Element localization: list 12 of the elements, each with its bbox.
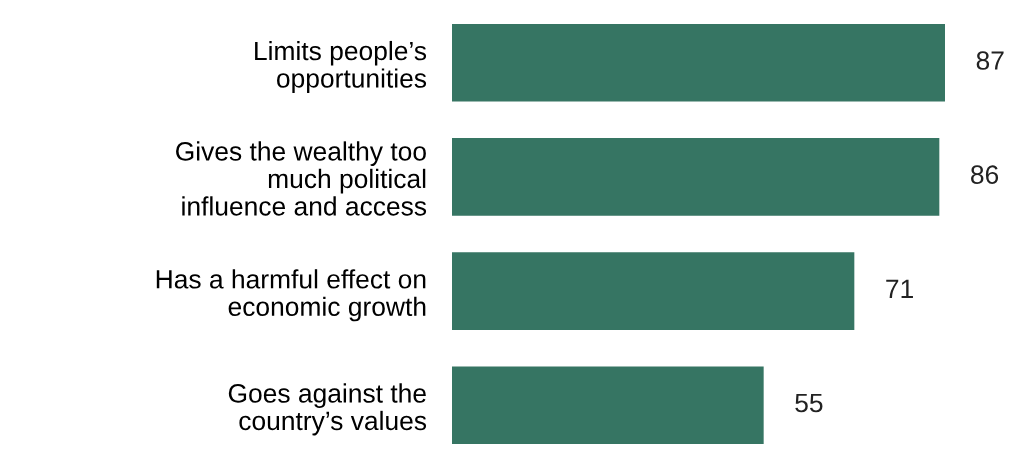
data-label: 86 <box>971 165 999 185</box>
bar <box>452 366 764 445</box>
y-tick-label: Gives the wealthy too much political influence and access <box>176 141 427 216</box>
data-label: 55 <box>795 393 823 413</box>
data-label: 87 <box>976 51 1004 70</box>
bar <box>452 138 940 216</box>
y-tick-label: Has a harmful effect on economic growth <box>156 269 426 322</box>
y-tick-label: Goes against the country’s values <box>228 383 427 436</box>
data-label: 71 <box>886 279 913 298</box>
bar <box>452 252 855 330</box>
bar <box>452 23 945 102</box>
y-tick-label: Limits people’s opportunities <box>255 40 427 93</box>
